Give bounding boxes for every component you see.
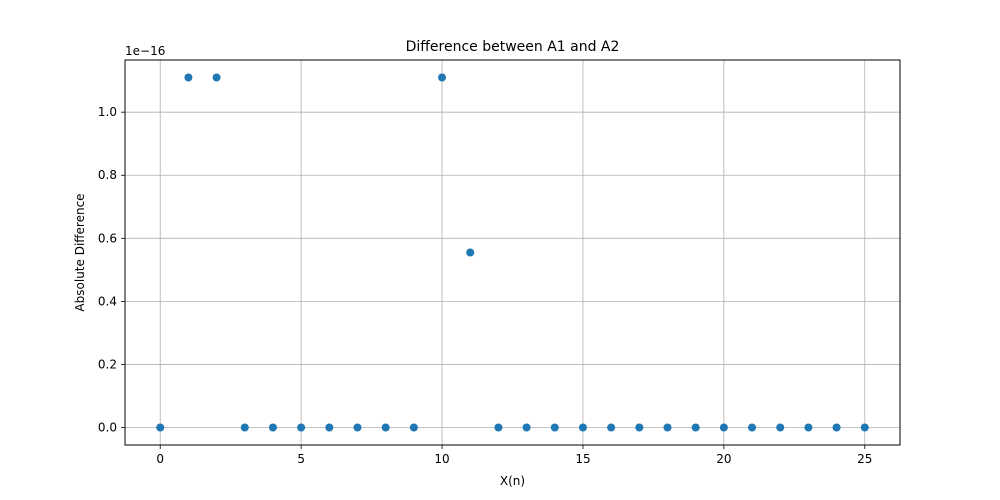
chart-title: Difference between A1 and A2	[406, 39, 620, 55]
x-tick-label: 0	[156, 452, 164, 466]
y-tick-label: 0.6	[98, 231, 117, 245]
data-point	[860, 423, 869, 432]
data-point	[494, 423, 503, 432]
y-tick-label: 0.8	[98, 168, 117, 182]
data-point	[691, 423, 700, 432]
data-point	[663, 423, 672, 432]
y-tick-label: 0.0	[98, 421, 117, 435]
y-tick-label: 0.2	[98, 357, 117, 371]
data-point	[550, 423, 559, 432]
data-point	[297, 423, 306, 432]
data-point	[466, 248, 475, 257]
data-point	[804, 423, 813, 432]
y-axis-label: Absolute Difference	[73, 193, 87, 311]
data-point	[748, 423, 757, 432]
y-tick-label: 0.4	[98, 294, 117, 308]
data-point	[522, 423, 531, 432]
data-point	[776, 423, 785, 432]
data-point	[607, 423, 616, 432]
data-points	[156, 73, 869, 432]
y-axis-offset-text: 1e−16	[125, 44, 165, 58]
data-point	[240, 423, 249, 432]
data-point	[353, 423, 362, 432]
data-point	[635, 423, 644, 432]
data-point	[156, 423, 165, 432]
data-point	[409, 423, 418, 432]
data-point	[268, 423, 277, 432]
data-point	[212, 73, 221, 82]
y-tick-label: 1.0	[98, 105, 117, 119]
x-axis-label: X(n)	[500, 474, 525, 488]
grid	[125, 60, 900, 445]
data-point	[832, 423, 841, 432]
data-point	[719, 423, 728, 432]
x-tick-label: 25	[857, 452, 872, 466]
y-axis-ticks: 0.0 0.2 0.4 0.6 0.8 1.0	[98, 105, 125, 435]
data-point	[438, 73, 447, 82]
x-tick-label: 20	[716, 452, 731, 466]
data-point	[578, 423, 587, 432]
x-tick-label: 10	[434, 452, 449, 466]
x-tick-label: 15	[575, 452, 590, 466]
x-axis-ticks: 0 5 10 15 20 25	[156, 445, 872, 466]
data-point	[325, 423, 334, 432]
plot-frame	[124, 59, 901, 446]
data-point	[184, 73, 193, 82]
x-tick-label: 5	[297, 452, 305, 466]
data-point	[381, 423, 390, 432]
